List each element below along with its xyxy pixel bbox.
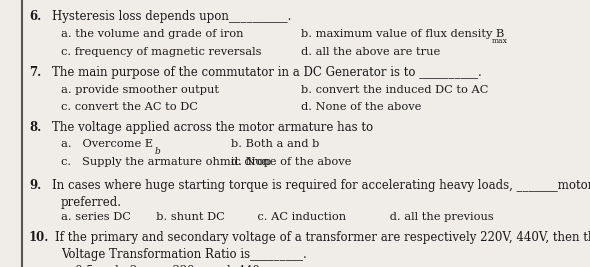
Text: b. maximum value of flux density B: b. maximum value of flux density B: [301, 29, 504, 39]
Text: max: max: [491, 37, 507, 45]
Text: d. all the above are true: d. all the above are true: [301, 47, 440, 57]
Text: 9.: 9.: [29, 179, 41, 192]
Text: The voltage applied across the motor armature has to: The voltage applied across the motor arm…: [52, 121, 373, 134]
Text: The main purpose of the commutator in a DC Generator is to __________.: The main purpose of the commutator in a …: [52, 66, 482, 79]
Text: a. the volume and grade of iron: a. the volume and grade of iron: [61, 29, 243, 39]
Text: c. frequency of magnetic reversals: c. frequency of magnetic reversals: [61, 47, 261, 57]
Text: c. convert the AC to DC: c. convert the AC to DC: [61, 102, 198, 112]
Text: a. 0.5      b. 2      c. 220        d. 440: a. 0.5 b. 2 c. 220 d. 440: [61, 265, 260, 267]
Text: preferred.: preferred.: [61, 196, 122, 209]
Text: 10.: 10.: [29, 231, 50, 244]
Text: 6.: 6.: [29, 10, 41, 23]
Text: d. None of the above: d. None of the above: [231, 157, 352, 167]
Text: Voltage Transformation Ratio is_________.: Voltage Transformation Ratio is_________…: [61, 249, 307, 261]
Text: a. provide smoother output: a. provide smoother output: [61, 85, 219, 95]
Text: Hysteresis loss depends upon__________.: Hysteresis loss depends upon__________.: [52, 10, 291, 23]
Text: a.   Overcome E: a. Overcome E: [61, 139, 153, 149]
Text: d. None of the above: d. None of the above: [301, 102, 421, 112]
Text: 8.: 8.: [29, 121, 41, 134]
Text: In cases where huge starting torque is required for accelerating heavy loads, __: In cases where huge starting torque is r…: [52, 179, 590, 192]
Text: b. convert the induced DC to AC: b. convert the induced DC to AC: [301, 85, 488, 95]
Text: a. series DC       b. shunt DC         c. AC induction            d. all the pre: a. series DC b. shunt DC c. AC induction…: [61, 213, 494, 222]
Text: 7.: 7.: [29, 66, 41, 79]
Text: b. Both a and b: b. Both a and b: [231, 139, 320, 149]
Text: If the primary and secondary voltage of a transformer are respectively 220V, 440: If the primary and secondary voltage of …: [55, 231, 590, 244]
Text: c.   Supply the armature ohmic drop: c. Supply the armature ohmic drop: [61, 157, 271, 167]
Text: b: b: [155, 147, 161, 156]
